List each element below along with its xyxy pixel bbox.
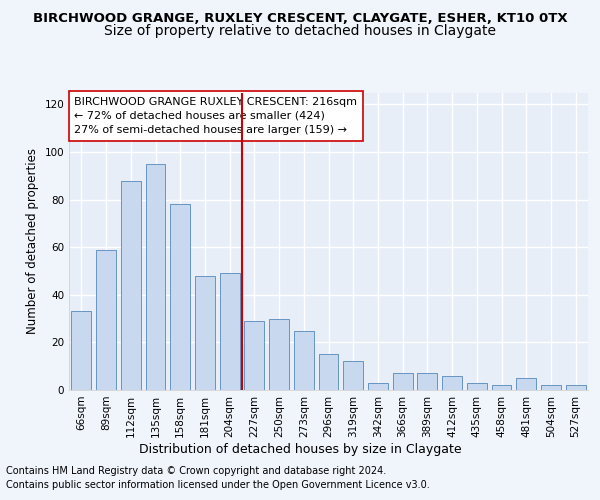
Bar [244, 321, 264, 390]
Bar [269, 318, 289, 390]
Bar [442, 376, 462, 390]
Text: Contains HM Land Registry data © Crown copyright and database right 2024.: Contains HM Land Registry data © Crown c… [6, 466, 386, 476]
Bar [343, 362, 363, 390]
Text: Distribution of detached houses by size in Claygate: Distribution of detached houses by size … [139, 444, 461, 456]
Text: Contains public sector information licensed under the Open Government Licence v3: Contains public sector information licen… [6, 480, 430, 490]
Text: Size of property relative to detached houses in Claygate: Size of property relative to detached ho… [104, 24, 496, 38]
Bar [96, 250, 116, 390]
Bar [491, 385, 511, 390]
Text: BIRCHWOOD GRANGE RUXLEY CRESCENT: 216sqm
← 72% of detached houses are smaller (4: BIRCHWOOD GRANGE RUXLEY CRESCENT: 216sqm… [74, 97, 357, 135]
Bar [393, 374, 413, 390]
Bar [467, 383, 487, 390]
Y-axis label: Number of detached properties: Number of detached properties [26, 148, 39, 334]
Bar [319, 354, 338, 390]
Bar [541, 385, 561, 390]
Bar [146, 164, 166, 390]
Bar [71, 312, 91, 390]
Bar [170, 204, 190, 390]
Bar [418, 374, 437, 390]
Bar [195, 276, 215, 390]
Bar [566, 385, 586, 390]
Bar [368, 383, 388, 390]
Bar [220, 274, 239, 390]
Text: BIRCHWOOD GRANGE, RUXLEY CRESCENT, CLAYGATE, ESHER, KT10 0TX: BIRCHWOOD GRANGE, RUXLEY CRESCENT, CLAYG… [32, 12, 568, 26]
Bar [517, 378, 536, 390]
Bar [121, 180, 140, 390]
Bar [294, 330, 314, 390]
